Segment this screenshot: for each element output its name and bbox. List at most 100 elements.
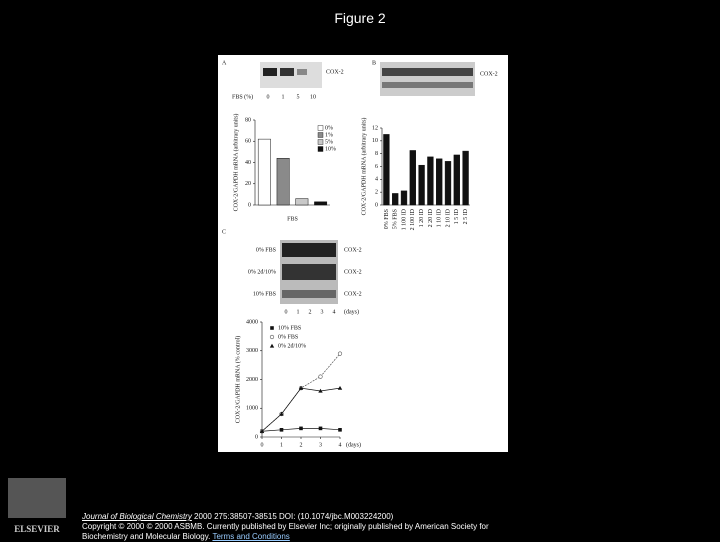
row-label: 10% FBS: [253, 291, 276, 297]
x-tick-label: 4: [339, 442, 342, 448]
y-tick-label: 0: [375, 202, 378, 208]
blot: [380, 62, 475, 96]
blot-band: [263, 68, 277, 76]
lane-label: 5: [297, 94, 300, 100]
x-tick-label: 2 10 ID: [445, 208, 451, 227]
legend-label: 0% FBS: [278, 334, 298, 340]
logo-text: ELSEVIER: [14, 524, 60, 534]
blot-band: [280, 68, 294, 76]
y-axis-label: COX-2/GAPDH mRNA (arbitrary units): [360, 118, 367, 216]
lane-label: 2: [309, 309, 312, 315]
bar: [314, 201, 328, 206]
legend-marker: [269, 334, 275, 340]
y-tick-label: 4: [375, 177, 378, 183]
footer: Journal of Biological Chemistry 2000 275…: [82, 512, 502, 542]
bar: [392, 193, 399, 206]
citation: 2000 275:38507-38515 DOI: (10.1074/jbc.M…: [191, 512, 394, 521]
lane-label: 4: [333, 309, 336, 315]
point: [299, 426, 303, 431]
y-tick-label: 8: [375, 151, 378, 157]
bar: [462, 150, 469, 206]
x-tick-label: 1 20 ID: [419, 208, 425, 227]
bar: [257, 138, 271, 206]
point: [337, 351, 343, 356]
y-tick-label: 80: [245, 117, 251, 123]
blot-protein: COX-2: [326, 69, 344, 75]
point: [279, 411, 284, 416]
legend-label: 10%: [325, 146, 336, 152]
terms-link[interactable]: Terms and Conditions: [212, 532, 290, 541]
legend-swatch: [317, 132, 324, 138]
y-tick-label: 0: [255, 434, 258, 440]
panel-label: C: [222, 229, 226, 235]
point: [318, 374, 323, 379]
blot-axis-label: FBS (%): [232, 93, 253, 100]
blot-band: [282, 264, 336, 280]
point: [318, 426, 323, 431]
lane-label: 0: [267, 94, 270, 100]
y-tick-label: 12: [372, 125, 378, 131]
x-tick-label: 0: [261, 442, 264, 448]
x-tick-label: 2 100 ID: [410, 208, 416, 230]
lane-label: 0: [285, 309, 288, 315]
y-tick-label: 6: [375, 164, 378, 170]
row-label: 0% FBS: [256, 247, 276, 253]
legend-swatch: [317, 125, 324, 131]
bar: [409, 150, 416, 206]
legend-label: 0% 2d/10%: [278, 343, 306, 349]
bar: [295, 198, 309, 206]
bar: [276, 158, 290, 206]
logo-image: [8, 478, 66, 518]
slide-title: Figure 2: [334, 10, 386, 26]
lane-unit: (days): [344, 308, 359, 315]
x-tick-label: 1 5 ID: [454, 208, 460, 224]
legend-label: 1%: [325, 132, 333, 138]
panel-label: B: [372, 60, 376, 66]
y-tick-label: 3000: [246, 348, 258, 354]
x-tick-label: 2: [300, 442, 303, 448]
legend-label: 0%: [325, 125, 333, 131]
blot-protein: COX-2: [344, 247, 362, 253]
point: [279, 428, 284, 432]
bar: [444, 161, 452, 206]
bar: [418, 164, 425, 206]
y-tick-label: 0: [248, 202, 251, 208]
legend-swatch: [317, 146, 324, 152]
blot-protein: COX-2: [480, 71, 498, 77]
blot-protein: COX-2: [344, 291, 362, 297]
point: [259, 429, 265, 433]
bar: [400, 190, 408, 206]
point: [338, 428, 342, 432]
figure-panel: [218, 55, 508, 452]
journal: Journal of Biological Chemistry: [82, 512, 192, 521]
x-tick-label: 0% FBS: [384, 209, 390, 229]
y-tick-label: 40: [245, 160, 251, 166]
y-tick-label: 2000: [246, 377, 258, 383]
lane-label: 1: [297, 309, 300, 315]
y-tick-label: 10: [372, 138, 378, 144]
panel-label: A: [222, 60, 227, 66]
legend-marker: [269, 343, 275, 348]
x-tick-label: 1 100 ID: [401, 208, 407, 230]
y-tick-label: 60: [245, 139, 251, 145]
blot-band: [282, 243, 336, 257]
y-tick-label: 4000: [246, 319, 258, 325]
lane-label: 1: [282, 94, 285, 100]
blot-band: [382, 82, 473, 88]
bar: [436, 158, 443, 206]
legend-label: 5%: [325, 139, 333, 145]
legend-swatch: [317, 139, 324, 145]
lane-label: 10: [310, 94, 316, 100]
x-tick-label: 2 20 ID: [428, 208, 434, 227]
bar: [383, 134, 390, 206]
point: [298, 385, 304, 390]
bar: [427, 156, 434, 206]
bar: [453, 154, 460, 206]
y-tick-label: 20: [245, 181, 251, 187]
copyright: Copyright © 2000 © 2000 ASBMB. Currently…: [82, 522, 489, 541]
y-tick-label: 2: [375, 190, 378, 196]
x-tick-label: 2 5 ID: [463, 208, 469, 224]
x-tick-label: 1: [280, 442, 283, 448]
